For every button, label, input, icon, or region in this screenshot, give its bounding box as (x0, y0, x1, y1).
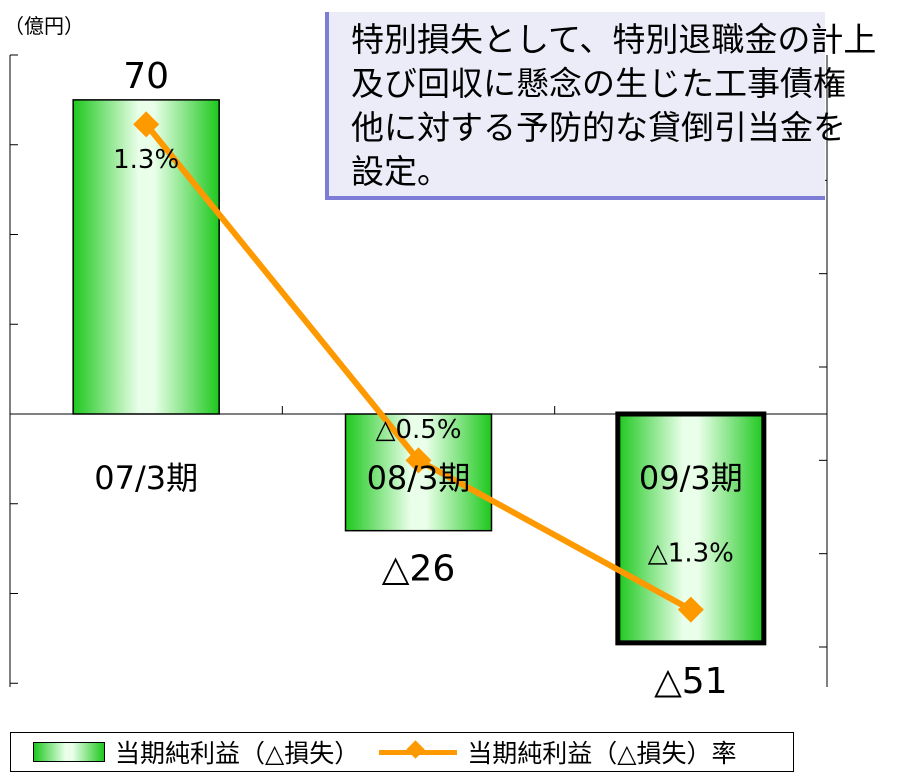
chart-legend: 当期純利益（△損失） 当期純利益（△損失）率 (10, 732, 794, 772)
category-label-1: 08/3期 (367, 459, 471, 497)
bar-value-label-2: △51 (654, 661, 728, 702)
category-label-0: 07/3期 (94, 459, 198, 497)
bar-value-label-0: 70 (123, 56, 169, 97)
legend-line-swatch (379, 740, 458, 762)
rate-marker-1 (405, 447, 432, 474)
category-label-2: 09/3期 (639, 459, 743, 497)
unit-label: （億円） (4, 14, 84, 38)
rate-value-label-2: △1.3% (648, 539, 734, 569)
annotation-callout: 特別損失として、特別退職金の計上 及び回収に懸念の生じた工事債権 他に対する予防… (325, 12, 877, 200)
bar-0 (72, 99, 220, 415)
rate-value-label-1: △0.5% (375, 415, 461, 445)
callout-line-2: 及び回収に懸念の生じた工事債権 (351, 64, 846, 103)
legend-line-label: 当期純利益（△損失）率 (467, 739, 737, 768)
bar-value-label-1: △26 (382, 549, 456, 590)
rate-marker-0 (133, 111, 160, 138)
callout-line-1: 特別損失として、特別退職金の計上 (351, 20, 877, 59)
legend-bar-swatch (33, 742, 105, 762)
callout-line-3: 他に対する予防的な貸倒引当金を (351, 108, 846, 147)
legend-bar-label: 当期純利益（△損失） (115, 739, 360, 768)
rate-value-label-0: 1.3% (113, 145, 179, 175)
rate-marker-2 (677, 596, 704, 623)
callout-line-4: 設定。 (351, 152, 450, 191)
